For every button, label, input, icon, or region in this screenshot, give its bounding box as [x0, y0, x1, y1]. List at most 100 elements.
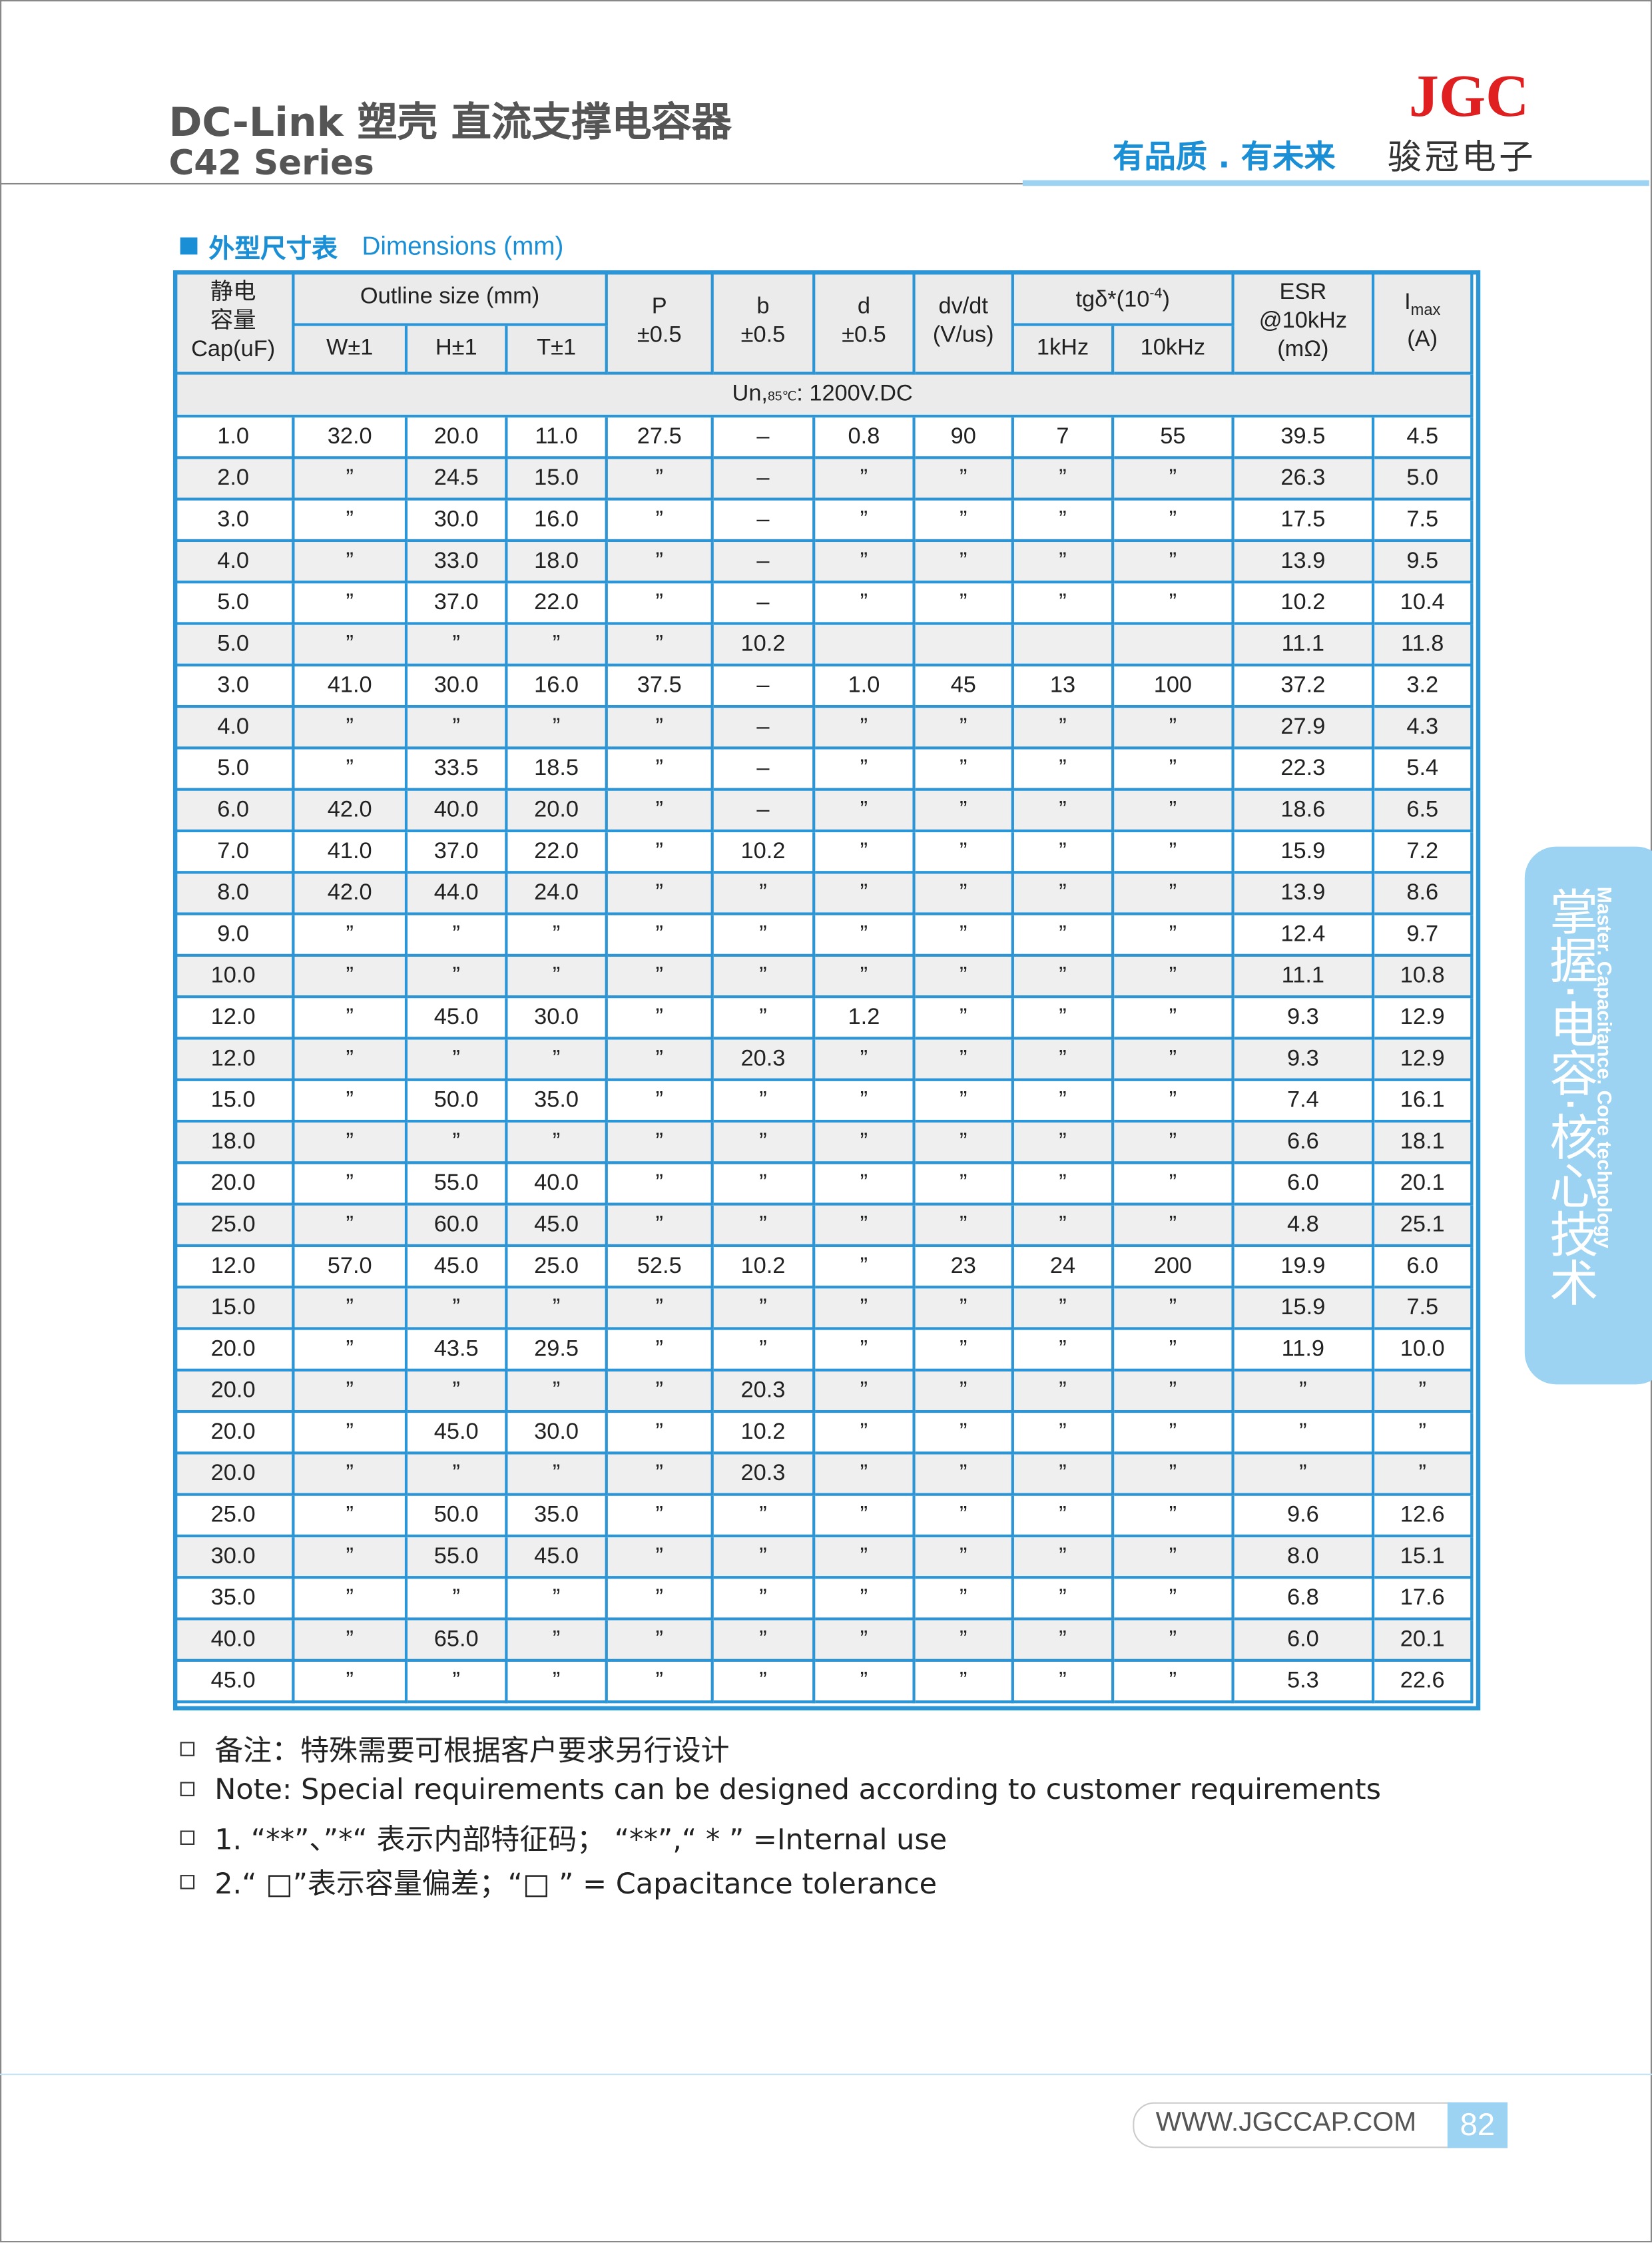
table-cell: ” [294, 998, 408, 1040]
table-cell: ” [915, 1662, 1014, 1704]
table-cell: ” [607, 1579, 714, 1620]
table-cell: 27.5 [607, 417, 714, 459]
cell-text: 24.5 [433, 465, 479, 490]
cell-text: 7.5 [1406, 507, 1439, 532]
table-cell: ” [815, 1662, 916, 1704]
cell-text: 4.8 [1286, 1212, 1319, 1236]
table-cell: ” [1114, 1039, 1235, 1081]
table-cell: ” [1374, 1413, 1474, 1455]
cell-text: ” [1059, 1128, 1067, 1154]
table-cell: ” [713, 1662, 816, 1704]
cell-text: (mΩ) [1277, 337, 1329, 362]
cell-text: – [756, 797, 770, 822]
note-bullet [180, 1782, 195, 1796]
table-cell: ” [294, 500, 408, 543]
cell-text: 55 [1160, 423, 1186, 449]
cell-text: ” [959, 548, 967, 573]
cell-text: ” [552, 963, 561, 988]
cell-text: ” [959, 1170, 967, 1195]
cell-text: 39.5 [1280, 423, 1326, 449]
cell-text: 35.0 [534, 1087, 579, 1113]
table-cell: 12.4 [1234, 915, 1375, 957]
table-cell: 24.0 [507, 873, 608, 915]
cell-text: 27.9 [1280, 714, 1326, 739]
cell-text: 3.0 [217, 672, 250, 698]
table-cell: 10.2 [713, 1247, 816, 1289]
table-cell: ” [915, 1579, 1014, 1620]
table-cell: 11.8 [1374, 624, 1474, 666]
cell-text: 44.0 [433, 880, 479, 905]
cell-text: ” [655, 1087, 663, 1113]
cell-text: T±1 [537, 336, 577, 361]
cell-text: ” [655, 1668, 663, 1693]
cell-text: ” [1059, 1668, 1067, 1693]
table-cell: ” [1114, 873, 1235, 915]
cell-text: 20.3 [740, 1461, 786, 1485]
cell-text: 4.0 [217, 548, 250, 573]
table-cell: ” [1013, 1164, 1115, 1206]
cell-text: 15.0 [210, 1087, 256, 1113]
table-cell: – [713, 542, 816, 584]
cell-text: 15.0 [534, 465, 579, 490]
table-cell: ” [607, 1330, 714, 1371]
cell-text: ” [860, 1626, 868, 1651]
table-cell: 22.0 [507, 832, 608, 874]
table-cell: 13.9 [1234, 542, 1375, 584]
table-cell: ” [1114, 790, 1235, 833]
table-cell: 37.0 [408, 583, 508, 625]
table-cell: 65.0 [408, 1620, 508, 1662]
cell-text: ” [860, 1585, 868, 1610]
table-cell: ” [607, 1288, 714, 1330]
cell-text: 100 [1153, 672, 1193, 698]
table-cell: ” [1013, 1537, 1115, 1579]
table-cell: 40.0 [408, 790, 508, 833]
cell-text: 10.2 [740, 631, 786, 656]
table-cell: ” [915, 832, 1014, 874]
table-cell: 7 [1013, 417, 1115, 459]
table-cell: 18.6 [1234, 790, 1375, 833]
cell-text: 9.7 [1406, 921, 1439, 946]
cell-text: 37.5 [637, 672, 682, 698]
cell-text: 19.9 [1280, 1253, 1326, 1278]
cell-text: ” [1418, 1419, 1426, 1444]
table-cell: ” [713, 1330, 816, 1371]
table-cell: 41.0 [294, 666, 408, 708]
cell-text: 10.4 [1400, 590, 1445, 615]
table-cell: ” [294, 1495, 408, 1538]
table-cell: ” [507, 957, 608, 999]
cell-text: ” [346, 507, 354, 532]
cell-text: 0.8 [848, 423, 880, 449]
table-cell: ” [1114, 1495, 1235, 1538]
cell-text: 45.0 [210, 1668, 256, 1693]
cell-text: ” [1059, 1585, 1067, 1610]
table-cell: 40.0 [507, 1164, 608, 1206]
cell-text: 10.0 [210, 963, 256, 988]
cell-text: ” [759, 1295, 767, 1320]
cell-text: 18.0 [534, 548, 579, 573]
cell-text: 1. “**”、”*“ 表示内部特征码； “**”,“ * ” =Interna… [214, 1822, 948, 1857]
side-tab-en: Master. Capacitance. Core technology [1593, 886, 1617, 1248]
cell-text: ” [655, 1377, 663, 1403]
table-cell: ” [815, 749, 916, 791]
cell-text: ” [346, 1502, 354, 1527]
table-cell: 9.3 [1234, 998, 1375, 1040]
cell-text: ” [1169, 1502, 1177, 1527]
cell-text: ” [655, 507, 663, 532]
cell-text: ” [1169, 756, 1177, 780]
cell-text: 静电 [210, 280, 256, 305]
table-cell: Imax (A) [1374, 272, 1474, 375]
table-cell: ” [1114, 1537, 1235, 1579]
table-cell: ” [915, 1081, 1014, 1123]
table-cell: ” [815, 1495, 916, 1538]
cell-text: 7.0 [217, 838, 250, 864]
cell-text: ” [959, 756, 967, 780]
cell-text: – [756, 548, 770, 573]
cell-text: ” [860, 921, 868, 946]
table-cell: 15.0 [507, 459, 608, 501]
table-cell: ” [294, 1371, 408, 1413]
table-cell: ” [713, 998, 816, 1040]
table-cell: ” [294, 542, 408, 584]
cell-text: ” [1169, 590, 1177, 615]
table-cell: 10.8 [1374, 957, 1474, 999]
table-cell: 20.0 [174, 1371, 295, 1413]
